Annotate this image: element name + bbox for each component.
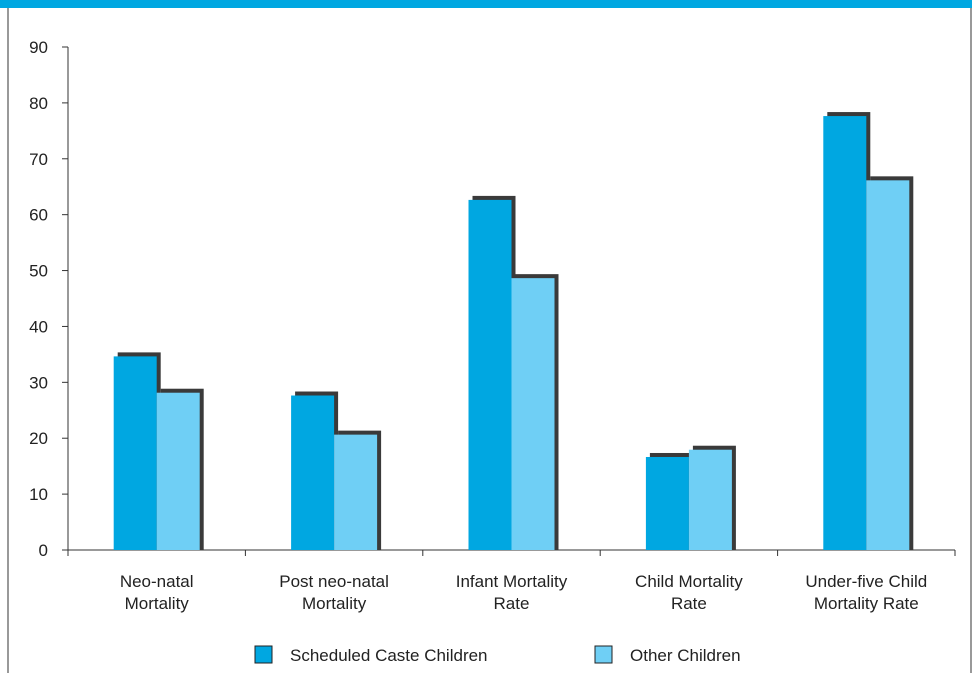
bar-other-children-4 bbox=[866, 176, 914, 551]
legend-label: Scheduled Caste Children bbox=[290, 646, 488, 665]
x-tick-label: Neo-natal Mortality bbox=[120, 572, 194, 613]
y-tick-label: 60 bbox=[29, 206, 48, 225]
y-tick-label: 70 bbox=[29, 150, 48, 169]
legend-label: Other Children bbox=[630, 646, 741, 665]
y-tick-label: 20 bbox=[29, 429, 48, 448]
y-tick-label: 10 bbox=[29, 485, 48, 504]
bar-scheduled-caste-2 bbox=[468, 195, 516, 550]
y-tick-label: 40 bbox=[29, 317, 48, 336]
bar-other-children-1 bbox=[334, 430, 382, 550]
y-tick-label: 80 bbox=[29, 94, 48, 113]
y-tick-label: 50 bbox=[29, 262, 48, 281]
y-tick-label: 30 bbox=[29, 373, 48, 392]
x-axis bbox=[67, 549, 956, 556]
y-tick-label: 0 bbox=[39, 541, 48, 560]
bar-scheduled-caste-3 bbox=[645, 452, 693, 550]
bar-scheduled-caste-1 bbox=[291, 391, 339, 550]
x-tick-label: Under-five Child Mortality Rate bbox=[805, 572, 927, 613]
bar-other-children-0 bbox=[156, 388, 204, 550]
y-axis: 0 10 20 30 40 50 60 70 80 90 bbox=[29, 38, 69, 560]
legend-swatch bbox=[254, 645, 273, 664]
bar-other-children-2 bbox=[511, 274, 559, 550]
bar-scheduled-caste-4 bbox=[823, 112, 871, 551]
y-tick-label: 90 bbox=[29, 38, 48, 57]
legend-item-other-children: Other Children bbox=[594, 645, 741, 665]
bar-other-children-3 bbox=[688, 445, 736, 550]
legend: Scheduled Caste Children Other Children bbox=[254, 645, 741, 665]
x-tick-label: Post neo-natal Mortality bbox=[279, 572, 389, 613]
bars bbox=[113, 112, 914, 551]
bar-scheduled-caste-0 bbox=[113, 352, 161, 550]
x-tick-labels: Neo-natal Mortality Post neo-natal Mortalit… bbox=[120, 572, 927, 613]
x-tick-label: Child Mortality Rate bbox=[635, 572, 743, 613]
legend-swatch bbox=[594, 645, 613, 664]
header-band bbox=[0, 0, 972, 8]
legend-item-scheduled-caste: Scheduled Caste Children bbox=[254, 645, 488, 665]
x-tick-label: Infant Mortality Rate bbox=[456, 572, 568, 613]
